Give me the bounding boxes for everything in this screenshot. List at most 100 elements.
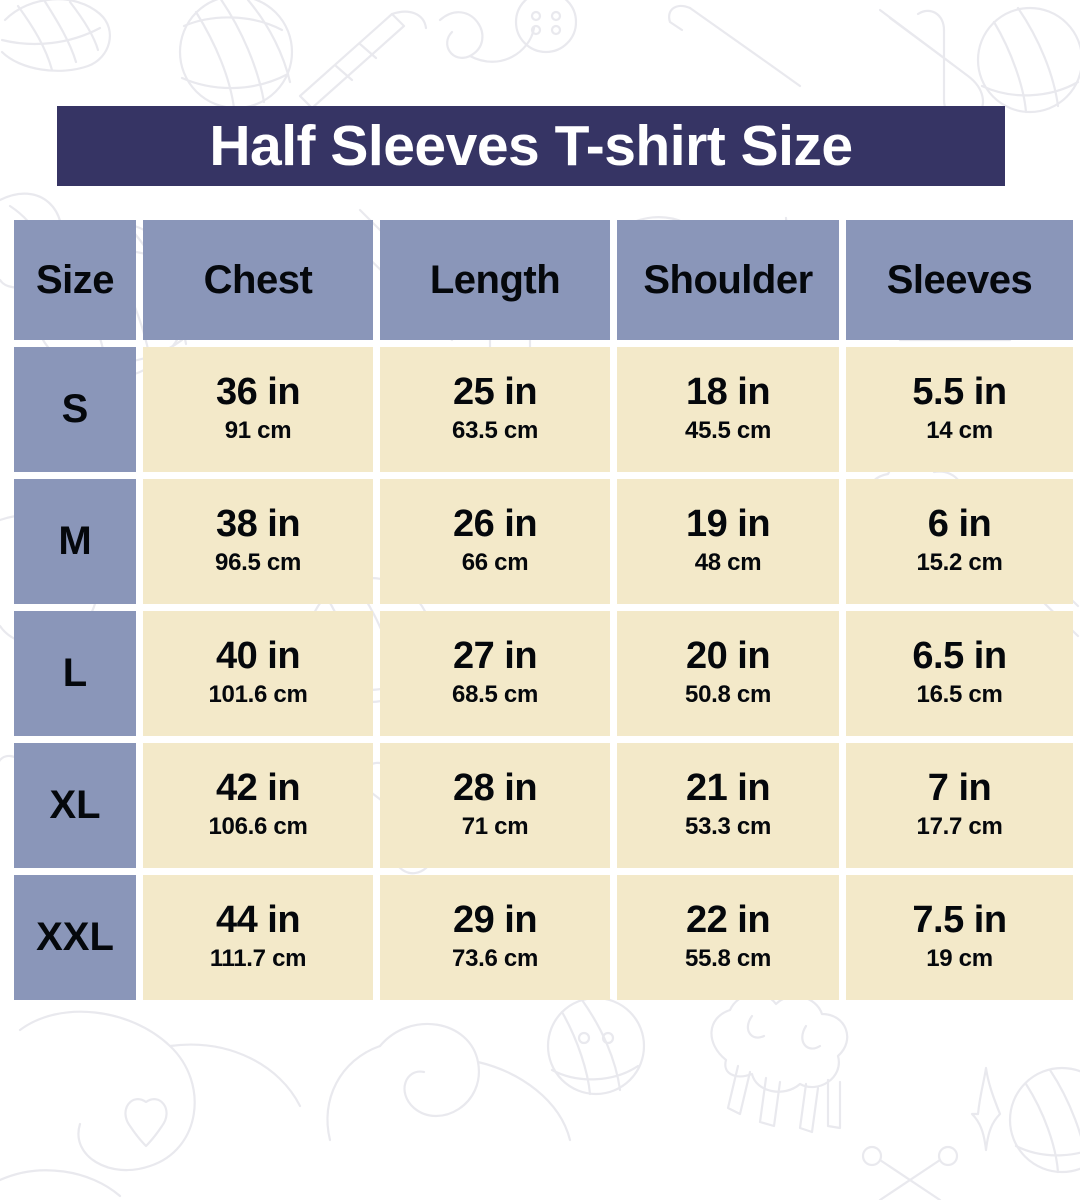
column-header-length: Length	[380, 220, 610, 340]
value-centimeters: 66 cm	[461, 548, 529, 576]
column-header-label: Shoulder	[643, 257, 813, 302]
yarn-ball-icon	[976, 6, 1080, 114]
value-centimeters: 14 cm	[926, 416, 993, 444]
shoulder-cell: 18 in 45.5 cm	[617, 347, 839, 472]
size-label: M	[58, 519, 92, 563]
column-header-label: Chest	[203, 257, 313, 302]
length-cell: 27 in 68.5 cm	[380, 611, 610, 736]
crochet-hook-icon	[668, 4, 802, 88]
yarn-squiggle-icon	[438, 11, 536, 63]
value-inches: 6.5 in	[912, 634, 1007, 677]
chest-cell: 38 in 96.5 cm	[143, 479, 373, 604]
value-inches: 5.5 in	[912, 370, 1007, 413]
size-cell: S	[14, 347, 136, 472]
size-chart-table: Size Chest Length Shoulder Sleeves S 36 …	[14, 220, 1073, 1000]
table-row: S 36 in 91 cm 25 in 63.5 cm 18 in 45.5 c…	[14, 347, 1073, 472]
value-inches: 21 in	[685, 766, 771, 809]
page-title: Half Sleeves T-shirt Size	[209, 113, 853, 178]
sleeves-cell: 6 in 15.2 cm	[846, 479, 1073, 604]
yarn-ball-icon	[1008, 1066, 1080, 1174]
value-centimeters: 63.5 cm	[452, 416, 538, 444]
size-label: S	[61, 387, 89, 431]
value-centimeters: 91 cm	[224, 416, 292, 444]
size-cell: L	[14, 611, 136, 736]
length-cell: 28 in 71 cm	[380, 743, 610, 868]
column-header-label: Length	[429, 257, 561, 302]
chart-title-banner: Half Sleeves T-shirt Size	[57, 106, 1005, 186]
value-centimeters: 48 cm	[694, 548, 762, 576]
chest-cell: 42 in 106.6 cm	[143, 743, 373, 868]
sleeves-cell: 7.5 in 19 cm	[846, 875, 1073, 1000]
length-cell: 25 in 63.5 cm	[380, 347, 610, 472]
value-centimeters: 55.8 cm	[685, 944, 771, 972]
column-header-label: Sleeves	[886, 257, 1033, 302]
length-cell: 26 in 66 cm	[380, 479, 610, 604]
chest-cell: 40 in 101.6 cm	[143, 611, 373, 736]
value-inches: 38 in	[215, 502, 301, 545]
yarn-strand-icon	[0, 1169, 122, 1198]
column-header-chest: Chest	[143, 220, 373, 340]
shoulder-cell: 21 in 53.3 cm	[617, 743, 839, 868]
yarn-skein-icon	[0, 0, 111, 72]
yarn-ball-icon	[546, 996, 646, 1096]
column-header-sleeves: Sleeves	[846, 220, 1073, 340]
sparkle-icon	[970, 1066, 1002, 1152]
value-centimeters: 73.6 cm	[452, 944, 538, 972]
chest-cell: 36 in 91 cm	[143, 347, 373, 472]
value-inches: 42 in	[215, 766, 301, 809]
table-row: L 40 in 101.6 cm 27 in 68.5 cm 20 in 50.…	[14, 611, 1073, 736]
size-label: XXL	[36, 915, 114, 959]
value-centimeters: 16.5 cm	[916, 680, 1003, 708]
value-inches: 25 in	[452, 370, 538, 413]
sleeves-cell: 7 in 17.7 cm	[846, 743, 1073, 868]
value-inches: 28 in	[452, 766, 538, 809]
value-centimeters: 71 cm	[461, 812, 529, 840]
value-inches: 19 in	[685, 502, 771, 545]
value-centimeters: 45.5 cm	[685, 416, 771, 444]
sheep-icon	[710, 992, 849, 1134]
heart-yarn-icon	[124, 1098, 168, 1148]
table-row: XL 42 in 106.6 cm 28 in 71 cm 21 in 53.3…	[14, 743, 1073, 868]
value-centimeters: 53.3 cm	[685, 812, 771, 840]
value-centimeters: 19 cm	[926, 944, 993, 972]
yarn-ball-icon	[178, 0, 294, 110]
shoulder-cell: 20 in 50.8 cm	[617, 611, 839, 736]
value-inches: 44 in	[215, 898, 301, 941]
value-centimeters: 68.5 cm	[452, 680, 538, 708]
chest-cell: 44 in 111.7 cm	[143, 875, 373, 1000]
size-cell: XXL	[14, 875, 136, 1000]
size-cell: XL	[14, 743, 136, 868]
value-centimeters: 101.6 cm	[208, 680, 308, 708]
column-header-label: Size	[35, 257, 115, 302]
sleeves-cell: 6.5 in 16.5 cm	[846, 611, 1073, 736]
table-row: M 38 in 96.5 cm 26 in 66 cm 19 in 48 cm …	[14, 479, 1073, 604]
shoulder-cell: 19 in 48 cm	[617, 479, 839, 604]
value-inches: 27 in	[452, 634, 538, 677]
size-label: L	[62, 651, 88, 695]
value-inches: 36 in	[215, 370, 301, 413]
knitting-needles-icon	[298, 10, 428, 110]
scissors-icon	[861, 1145, 959, 1200]
button-icon	[514, 0, 578, 54]
value-inches: 22 in	[685, 898, 771, 941]
value-centimeters: 96.5 cm	[215, 548, 301, 576]
size-label: XL	[49, 783, 101, 827]
column-header-shoulder: Shoulder	[617, 220, 839, 340]
shoulder-cell: 22 in 55.8 cm	[617, 875, 839, 1000]
table-header-row: Size Chest Length Shoulder Sleeves	[14, 220, 1073, 340]
yarn-loop-icon	[326, 1022, 572, 1142]
length-cell: 29 in 73.6 cm	[380, 875, 610, 1000]
value-centimeters: 15.2 cm	[916, 548, 1003, 576]
value-inches: 26 in	[452, 502, 538, 545]
value-centimeters: 106.6 cm	[208, 812, 308, 840]
value-inches: 7 in	[927, 766, 992, 809]
table-row: XXL 44 in 111.7 cm 29 in 73.6 cm 22 in 5…	[14, 875, 1073, 1000]
value-inches: 29 in	[452, 898, 538, 941]
value-centimeters: 111.7 cm	[209, 944, 307, 972]
value-inches: 20 in	[685, 634, 771, 677]
size-cell: M	[14, 479, 136, 604]
column-header-size: Size	[14, 220, 136, 340]
value-centimeters: 17.7 cm	[916, 812, 1003, 840]
value-centimeters: 50.8 cm	[685, 680, 771, 708]
